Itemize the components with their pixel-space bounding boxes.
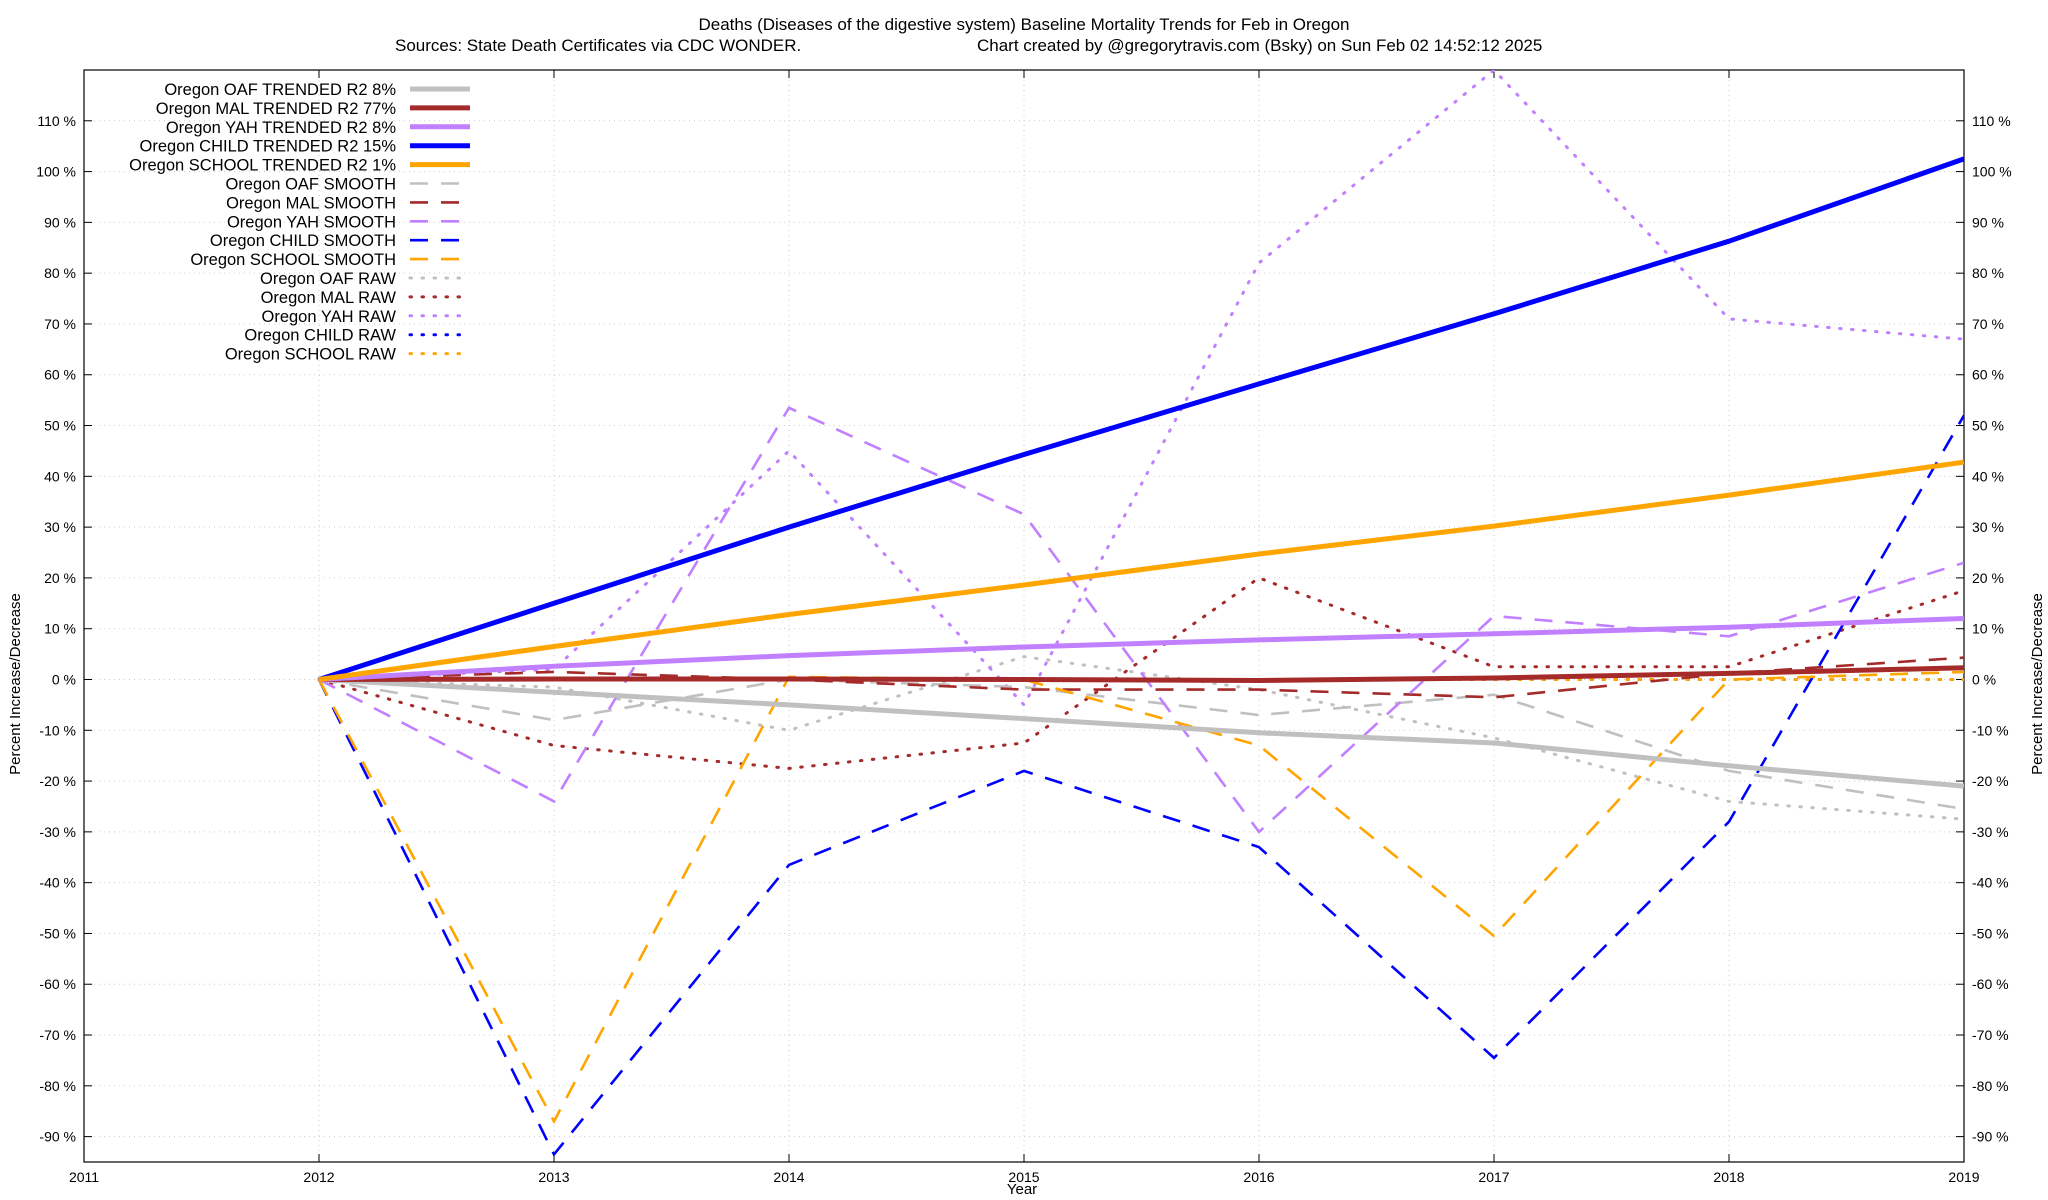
- legend-label: Oregon MAL SMOOTH: [226, 194, 396, 212]
- y-tick-label-right: -90 %: [1972, 1129, 2009, 1145]
- y-tick-label-right: 60 %: [1972, 367, 2004, 383]
- legend-label: Oregon OAF TRENDED R2 8%: [164, 81, 396, 99]
- y-tick-label-right: 40 %: [1972, 468, 2004, 484]
- x-tick-label: 2018: [1713, 1169, 1744, 1185]
- legend-label: Oregon MAL TRENDED R2 77%: [156, 100, 397, 118]
- series-line-oaf-smooth: [318, 678, 1964, 811]
- series-group: [317, 70, 1964, 1157]
- x-tick-label: 2012: [303, 1169, 334, 1185]
- series-line-yah-raw: [317, 70, 1964, 708]
- y-tick-label-left: 10 %: [44, 621, 76, 637]
- chart-title: Deaths (Diseases of the digestive system…: [698, 15, 1349, 34]
- legend-label: Oregon YAH TRENDED R2 8%: [166, 119, 396, 137]
- x-tick-label: 2015: [1008, 1169, 1039, 1185]
- y-tick-label-left: -60 %: [39, 976, 76, 992]
- y-tick-label-left: 40 %: [44, 468, 76, 484]
- y-tick-label-left: 110 %: [37, 113, 76, 129]
- y-tick-label-right: -60 %: [1972, 976, 2009, 992]
- series-line-child-smooth: [317, 414, 1964, 1157]
- y-tick-label-left: 20 %: [44, 570, 76, 586]
- x-tick-label: 2016: [1243, 1169, 1274, 1185]
- y-tick-label-left: 50 %: [44, 418, 76, 434]
- legend-label: Oregon OAF SMOOTH: [225, 176, 396, 194]
- series-line-mal-smooth: [318, 656, 1964, 699]
- y-tick-label-left: 0 %: [52, 671, 76, 687]
- legend-label: Oregon SCHOOL TRENDED R2 1%: [129, 157, 396, 175]
- x-tick-label: 2019: [1948, 1169, 1979, 1185]
- y-tick-label-right: 100 %: [1972, 164, 2012, 180]
- series-line-school-smooth: [317, 670, 1964, 1125]
- y-tick-label-left: 30 %: [44, 519, 76, 535]
- y-tick-label-left: 80 %: [44, 265, 76, 281]
- y-tick-label-right: -20 %: [1972, 773, 2009, 789]
- y-tick-label-left: 60 %: [44, 367, 76, 383]
- series-lines: [317, 70, 1964, 1157]
- chart-subtitle-source: Sources: State Death Certificates via CD…: [395, 36, 801, 55]
- series-line-oaf-trended: [318, 677, 1964, 789]
- y-tick-label-right: 30 %: [1972, 519, 2004, 535]
- y-tick-label-right: -30 %: [1972, 824, 2009, 840]
- legend-label: Oregon CHILD TRENDED R2 15%: [140, 138, 397, 156]
- legend-label: Oregon CHILD SMOOTH: [210, 232, 396, 250]
- chart-subtitle-credit: Chart created by @gregorytravis.com (Bsk…: [977, 36, 1542, 55]
- x-tick-label: 2013: [538, 1169, 569, 1185]
- y-tick-label-left: -20 %: [39, 773, 76, 789]
- x-tick-label: 2014: [773, 1169, 804, 1185]
- legend: Oregon OAF TRENDED R2 8%Oregon MAL TREND…: [129, 81, 472, 364]
- y-tick-label-right: 10 %: [1972, 621, 2004, 637]
- series-line-school-trended: [318, 459, 1964, 682]
- y-tick-label-left: 70 %: [44, 316, 76, 332]
- x-axis-label: Year: [1007, 1181, 1037, 1198]
- y-tick-label-left: 90 %: [44, 214, 76, 230]
- y-tick-label-left: 100 %: [36, 164, 76, 180]
- legend-label: Oregon YAH RAW: [262, 308, 397, 326]
- y-tick-label-left: -40 %: [39, 875, 76, 891]
- y-tick-label-left: -80 %: [39, 1078, 76, 1094]
- y-tick-label-right: -50 %: [1972, 925, 2009, 941]
- legend-label: Oregon SCHOOL RAW: [225, 346, 397, 364]
- legend-label: Oregon YAH SMOOTH: [227, 213, 396, 231]
- y-axis-label-left: Percent Increase/Decrease: [7, 593, 24, 775]
- y-axis-label-right: Percent Increase/Decrease: [2029, 593, 2046, 775]
- y-tick-label-right: 90 %: [1972, 214, 2004, 230]
- y-tick-label-left: -70 %: [39, 1027, 76, 1043]
- series-line-child-trended: [318, 156, 1964, 682]
- y-tick-label-right: 0 %: [1972, 671, 1996, 687]
- y-tick-label-left: -90 %: [39, 1129, 76, 1145]
- axis-ticks: 2011 2012 2013 2014 2015 2016 2017 2018 2019 -90 …: [36, 70, 2012, 1185]
- y-tick-label-right: 50 %: [1972, 418, 2004, 434]
- y-tick-label-right: -40 %: [1972, 875, 2009, 891]
- series-line-mal-raw: [317, 576, 1964, 770]
- y-tick-label-left: -10 %: [39, 722, 76, 738]
- legend-label: Oregon OAF RAW: [260, 270, 396, 288]
- y-tick-label-right: -70 %: [1972, 1027, 2009, 1043]
- x-tick-label: 2017: [1478, 1169, 1509, 1185]
- y-tick-label-right: 20 %: [1972, 570, 2004, 586]
- series-line-yah-trended: [318, 616, 1964, 682]
- y-tick-label-right: 70 %: [1972, 316, 2004, 332]
- series-line-yah-smooth: [318, 406, 1964, 834]
- y-tick-label-right: 110 %: [1972, 113, 2011, 129]
- y-tick-label-right: -80 %: [1972, 1078, 2009, 1094]
- y-tick-label-right: 80 %: [1972, 265, 2004, 281]
- y-tick-label-left: -30 %: [39, 824, 76, 840]
- legend-label: Oregon SCHOOL SMOOTH: [190, 251, 396, 269]
- legend-label: Oregon CHILD RAW: [244, 327, 396, 345]
- y-tick-label-left: -50 %: [39, 925, 76, 941]
- x-tick-label: 2011: [69, 1169, 99, 1185]
- legend-label: Oregon MAL RAW: [261, 289, 397, 307]
- y-tick-label-right: -10 %: [1972, 722, 2009, 738]
- series-line-mal-trended: [318, 665, 1964, 683]
